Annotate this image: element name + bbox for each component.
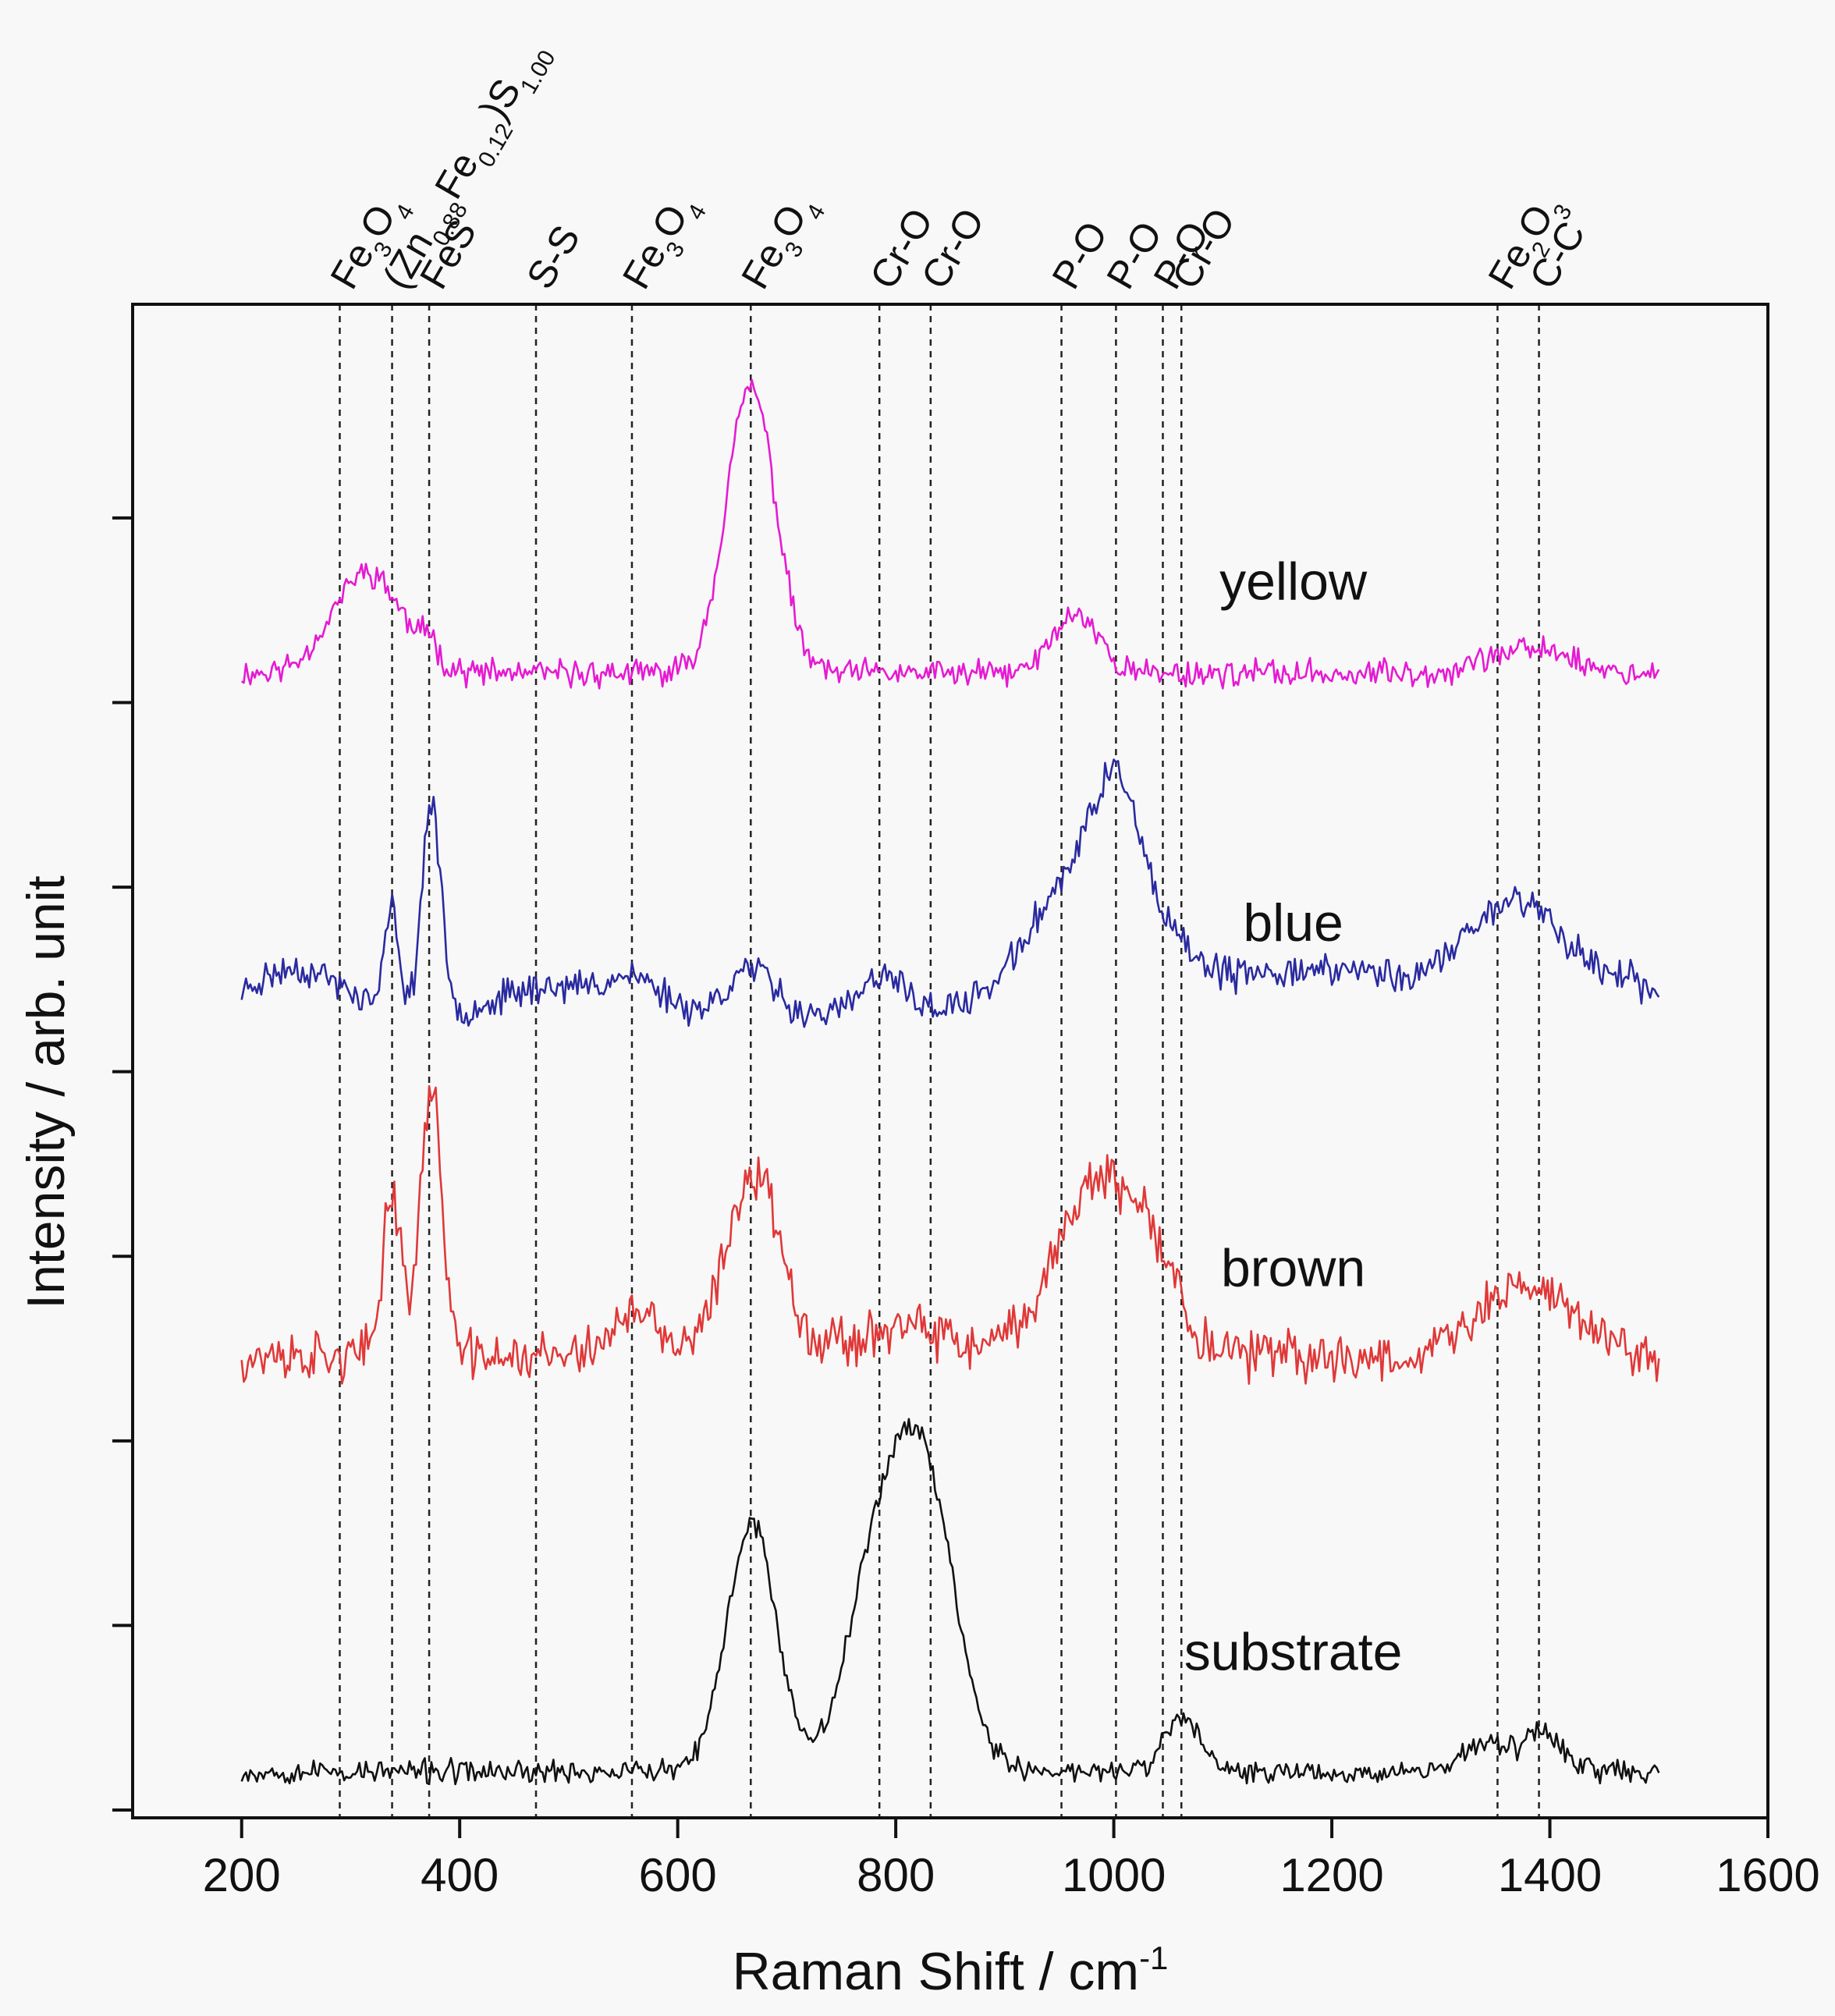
x-axis-title: Raman Shift / cm-1 xyxy=(733,1940,1169,2001)
x-tick-label-1600: 1600 xyxy=(1716,1849,1819,1901)
peak-label-2-part: FeS xyxy=(411,212,484,296)
peak-label-3-part: S-S xyxy=(518,218,588,296)
series-line-substrate xyxy=(240,1418,1660,1786)
x-axis-title-superscript: -1 xyxy=(1139,1940,1168,1976)
series-labels: yellow blue brown substrate xyxy=(1184,552,1403,1682)
peak-label-8-part: P-O xyxy=(1044,215,1116,296)
series-label-blue: blue xyxy=(1243,893,1343,953)
x-axis-ticks: 200 400 600 800 1000 1200 1400 1600 xyxy=(203,1818,1820,1901)
series-label-brown: brown xyxy=(1221,1239,1365,1298)
series-line-yellow xyxy=(240,378,1660,690)
x-tick-label-800: 800 xyxy=(857,1849,935,1901)
y-axis-ticks xyxy=(112,516,133,1812)
x-axis-title-text: Raman Shift / cm xyxy=(733,1942,1140,2001)
peak-label-4: Fe3O4 xyxy=(614,186,712,300)
series-line-blue xyxy=(240,758,1660,1028)
series-label-yellow: yellow xyxy=(1219,552,1368,612)
x-tick-label-1200: 1200 xyxy=(1280,1849,1383,1901)
x-tick-label-600: 600 xyxy=(639,1849,717,1901)
peak-label-3: S-S xyxy=(518,218,588,296)
x-tick-label-1000: 1000 xyxy=(1062,1849,1166,1901)
peak-label-8: P-O xyxy=(1044,215,1116,296)
series-lines xyxy=(240,378,1660,1786)
x-tick-label-400: 400 xyxy=(421,1849,499,1901)
peak-label-5: Fe3O4 xyxy=(733,186,830,300)
series-label-substrate: substrate xyxy=(1184,1623,1403,1682)
peak-label-2: FeS xyxy=(411,212,484,296)
plot-frame xyxy=(131,303,1769,1819)
x-tick-label-200: 200 xyxy=(203,1849,281,1901)
y-axis-title: Intensity / arb. unit xyxy=(16,875,76,1309)
series-line-brown xyxy=(240,1084,1660,1385)
peak-marker-lines xyxy=(339,304,1540,1818)
x-tick-label-1400: 1400 xyxy=(1498,1849,1602,1901)
